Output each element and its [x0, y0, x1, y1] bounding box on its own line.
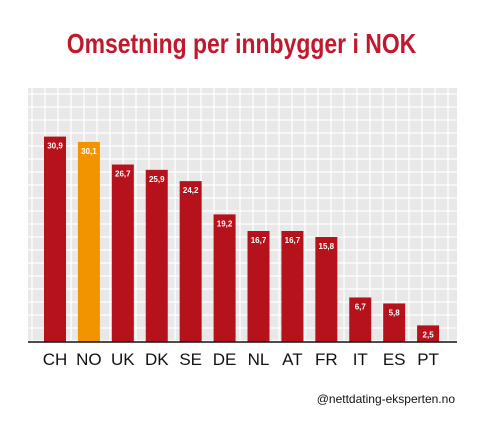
chart-title: Omsetning per innbygger i NOK: [66, 28, 417, 59]
tick-label-fr: FR: [315, 350, 338, 369]
tick-label-dk: DK: [145, 350, 169, 369]
value-label-de: 19,2: [217, 219, 233, 228]
tick-label-it: IT: [353, 350, 368, 369]
value-label-se: 24,2: [183, 186, 199, 195]
tick-label-at: AT: [282, 350, 302, 369]
value-label-it: 6,7: [355, 302, 367, 311]
tick-label-es: ES: [383, 350, 406, 369]
source-credit: @nettdating-eksperten.no: [316, 392, 455, 406]
bar-it: [349, 297, 372, 342]
bar-se: [179, 181, 202, 342]
value-label-uk: 26,7: [115, 170, 131, 179]
value-label-dk: 25,9: [149, 175, 165, 184]
tick-label-ch: CH: [43, 350, 68, 369]
bar-nl: [247, 230, 270, 342]
tick-label-uk: UK: [111, 350, 135, 369]
label-band: [28, 342, 457, 384]
bar-es: [383, 303, 406, 342]
value-label-ch: 30,9: [47, 142, 63, 151]
tick-label-se: SE: [179, 350, 202, 369]
tick-label-de: DE: [213, 350, 237, 369]
bar-fr: [315, 236, 338, 342]
value-label-at: 16,7: [285, 236, 301, 245]
bar-chart: 30,9 CH 30,1 NO 26,7 UK 25,9 DK 24,2 SE 19,2 DE 16,7…: [28, 88, 457, 384]
value-label-es: 5,8: [389, 308, 401, 317]
tick-label-no: NO: [76, 350, 102, 369]
value-label-no: 30,1: [81, 147, 97, 156]
bar-dk: [145, 169, 168, 342]
value-label-pt: 2,5: [423, 330, 435, 339]
tick-label-nl: NL: [248, 350, 270, 369]
bar-at: [281, 230, 304, 342]
value-label-fr: 15,8: [319, 242, 335, 251]
tick-label-pt: PT: [417, 350, 439, 369]
bar-pt: [417, 325, 440, 342]
bar-no: [77, 141, 100, 342]
bar-ch: [44, 136, 66, 342]
value-label-nl: 16,7: [251, 236, 267, 245]
bar-de: [213, 214, 236, 342]
bar-uk: [111, 164, 134, 342]
